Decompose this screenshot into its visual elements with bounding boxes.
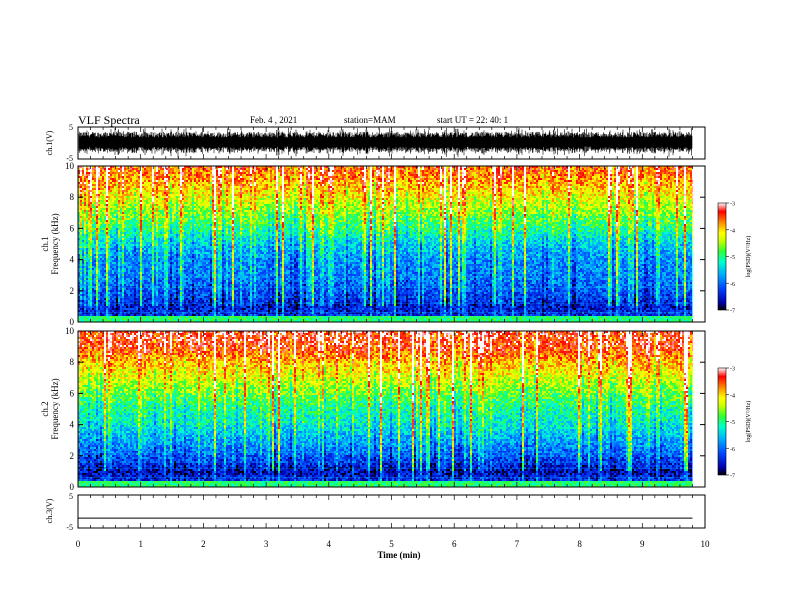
colorbar-tick-label: -7: [730, 474, 735, 480]
ytick-label: 6: [70, 388, 75, 398]
w3-ytick-top: 5: [69, 492, 73, 501]
s1-ylabel-line2: Frequency (kHz): [50, 213, 60, 274]
x-axis-label: Time (min): [377, 550, 420, 560]
colorbar-tick-label: -5: [730, 255, 735, 261]
s2-ylabel-line1: ch.2: [40, 401, 50, 416]
xtick-label: 8: [577, 539, 582, 549]
w3-ylabel: ch.3(V): [45, 498, 54, 523]
waveform-ch3-panel: 5 -5 ch.3(V): [45, 492, 705, 532]
ytick-label: 0: [70, 482, 75, 492]
xtick-label: 0: [76, 539, 81, 549]
ytick-label: 2: [70, 451, 75, 461]
w1-ylabel: ch.1(V): [45, 130, 54, 155]
colorbar-label: log(PSD)(V²/Hz): [745, 401, 752, 442]
colorbar-ch2: -3 -4 -5 -6 -7 log(PSD)(V²/Hz): [718, 367, 752, 480]
colorbar-tick-label: -5: [730, 420, 735, 426]
colorbar-tick-label: -3: [730, 202, 735, 208]
spectrogram-ch2-panel: 0 2 4 6 8 10 ch.2 Frequency (kHz) -3 -4 -5 -6 -7 l…: [40, 326, 752, 492]
spectrogram-ch1-cells: [78, 166, 705, 322]
xtick-label: 2: [201, 539, 206, 549]
xtick-label: 1: [138, 539, 143, 549]
ytick-label: 4: [70, 255, 75, 265]
xtick-label: 4: [327, 539, 332, 549]
s1-ylabel-line1: ch.1: [40, 236, 50, 251]
ytick-label: 2: [70, 286, 75, 296]
colorbar-ch1: -3 -4 -5 -6 -7 log(PSD)(V²/Hz): [718, 202, 752, 315]
x-axis: 0 1 2 3 4 5 6 7 8 9 10: [76, 539, 710, 549]
colorbar-label: log(PSD)(V²/Hz): [745, 236, 752, 277]
ytick-label: 10: [65, 161, 75, 171]
xtick-label: 7: [515, 539, 520, 549]
ytick-label: 6: [70, 223, 75, 233]
colorbar-tick-label: -6: [730, 282, 735, 288]
xtick-label: 10: [701, 539, 711, 549]
w1-ytick-top: 5: [69, 123, 73, 132]
waveform-ch1-panel: 5 -5 ch.1(V): [45, 123, 705, 163]
ytick-label: 8: [70, 192, 75, 202]
xtick-label: 6: [452, 539, 457, 549]
w3-ytick-bottom: -5: [66, 523, 73, 532]
colorbar-tick-label: -3: [730, 367, 735, 373]
spectrogram-ch2-cells: [78, 331, 705, 487]
colorbar-tick-label: -7: [730, 309, 735, 315]
ytick-label: 10: [65, 326, 75, 336]
xtick-label: 3: [264, 539, 269, 549]
colorbar-tick-label: -4: [730, 393, 735, 399]
ytick-label: 8: [70, 357, 75, 367]
ytick-label: 4: [70, 420, 75, 430]
s2-ylabel-line2: Frequency (kHz): [50, 378, 60, 439]
colorbar-tick-label: -4: [730, 228, 735, 234]
xtick-label: 5: [389, 539, 394, 549]
xtick-label: 9: [640, 539, 645, 549]
colorbar-tick-label: -6: [730, 447, 735, 453]
